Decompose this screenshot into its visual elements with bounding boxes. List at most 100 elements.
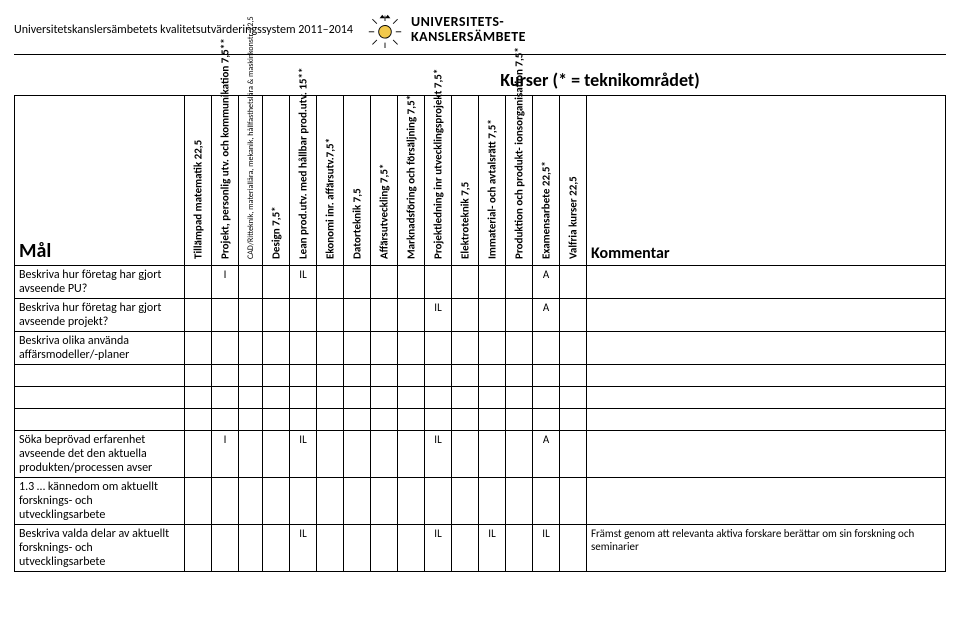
grade-cell [212, 332, 239, 365]
grade-cell: I [212, 266, 239, 299]
grade-cell [290, 478, 317, 525]
grade-cell [344, 365, 371, 387]
grade-cell [371, 332, 398, 365]
goal-cell [15, 409, 185, 431]
grade-cell [317, 478, 344, 525]
logo-text: UNIVERSITETS- KANSLERSÄMBETE [411, 15, 526, 44]
grade-cell [479, 299, 506, 332]
table-row [15, 365, 946, 387]
grade-cell [317, 387, 344, 409]
grade-cell [239, 431, 263, 478]
kommentar-cell [587, 266, 946, 299]
grade-cell [452, 478, 479, 525]
course-label: Immaterial- och avtalsrätt 7,5* [486, 99, 499, 259]
goal-cell: Beskriva olika använda affärsmodeller/-p… [15, 332, 185, 365]
grade-cell [560, 365, 587, 387]
grade-cell [479, 266, 506, 299]
grade-cell [506, 332, 533, 365]
course-header: Projektledning inr utvecklingsprojekt 7,… [425, 96, 452, 266]
course-label: Produktion och produkt- ionsorganisation… [513, 99, 526, 259]
grade-cell [398, 332, 425, 365]
grade-cell [239, 525, 263, 572]
kommentar-cell [587, 299, 946, 332]
kommentar-cell: Främst genom att relevanta aktiva forska… [587, 525, 946, 572]
kommentar-column-header: Kommentar [587, 96, 946, 266]
grade-cell [263, 299, 290, 332]
grade-cell [317, 409, 344, 431]
grade-cell [533, 478, 560, 525]
grade-cell [185, 266, 212, 299]
grade-cell [185, 299, 212, 332]
grade-cell [212, 299, 239, 332]
kommentar-cell [587, 365, 946, 387]
grade-cell [425, 266, 452, 299]
grade-cell [371, 525, 398, 572]
grade-cell [185, 332, 212, 365]
grade-cell [344, 409, 371, 431]
course-label: Elektroteknik 7,5 [459, 99, 472, 259]
grade-cell [425, 409, 452, 431]
grade-cell: A [533, 431, 560, 478]
grade-cell [506, 387, 533, 409]
grade-cell [479, 365, 506, 387]
course-label: Projektledning inr utvecklingsprojekt 7,… [432, 99, 445, 259]
grade-cell [344, 299, 371, 332]
grade-cell [533, 387, 560, 409]
grade-cell [185, 387, 212, 409]
grade-cell [317, 365, 344, 387]
grade-cell: A [533, 299, 560, 332]
table-header-row: Mål Tillämpad matematik 22,5 Projekt, pe… [15, 96, 946, 266]
grade-cell: IL [425, 525, 452, 572]
grade-cell [371, 431, 398, 478]
grade-cell [290, 365, 317, 387]
goal-cell: Beskriva hur företag har gjort avseende … [15, 299, 185, 332]
grade-cell [452, 387, 479, 409]
grade-cell [398, 409, 425, 431]
course-header: Valfria kurser 22,5 [560, 96, 587, 266]
grade-cell [185, 365, 212, 387]
grade-cell [212, 478, 239, 525]
grade-cell [263, 387, 290, 409]
grade-cell: IL [479, 525, 506, 572]
grade-cell [344, 525, 371, 572]
kommentar-cell [587, 431, 946, 478]
goal-column-header: Mål [15, 96, 185, 266]
table-row: Beskriva hur företag har gjort avseende … [15, 266, 946, 299]
goal-cell [15, 387, 185, 409]
grade-cell [560, 478, 587, 525]
goal-cell [15, 365, 185, 387]
grade-cell [398, 387, 425, 409]
goal-cell: Beskriva hur företag har gjort avseende … [15, 266, 185, 299]
grade-cell [398, 431, 425, 478]
grade-cell [185, 478, 212, 525]
grade-cell [263, 409, 290, 431]
grade-cell [290, 332, 317, 365]
grade-cell [506, 266, 533, 299]
goals-table: Mål Tillämpad matematik 22,5 Projekt, pe… [14, 95, 946, 572]
grade-cell [344, 266, 371, 299]
table-body: Beskriva hur företag har gjort avseende … [15, 266, 946, 572]
grade-cell [239, 332, 263, 365]
grade-cell [371, 299, 398, 332]
grade-cell [398, 365, 425, 387]
grade-cell [452, 431, 479, 478]
grade-cell [371, 409, 398, 431]
grade-cell [317, 266, 344, 299]
grade-cell [398, 478, 425, 525]
grade-cell [506, 365, 533, 387]
course-header: Tillämpad matematik 22,5 [185, 96, 212, 266]
grade-cell [425, 478, 452, 525]
grade-cell [263, 266, 290, 299]
grade-cell [425, 387, 452, 409]
logo-line2: KANSLERSÄMBETE [411, 30, 526, 45]
section-title: Kurser (* = teknikområdet) [14, 69, 946, 91]
grade-cell [317, 431, 344, 478]
grade-cell [506, 409, 533, 431]
grade-cell [212, 365, 239, 387]
grade-cell [560, 431, 587, 478]
course-label: Design 7,5* [270, 99, 283, 259]
grade-cell [560, 299, 587, 332]
grade-cell [479, 387, 506, 409]
sun-crown-icon [367, 12, 403, 48]
grade-cell [452, 525, 479, 572]
